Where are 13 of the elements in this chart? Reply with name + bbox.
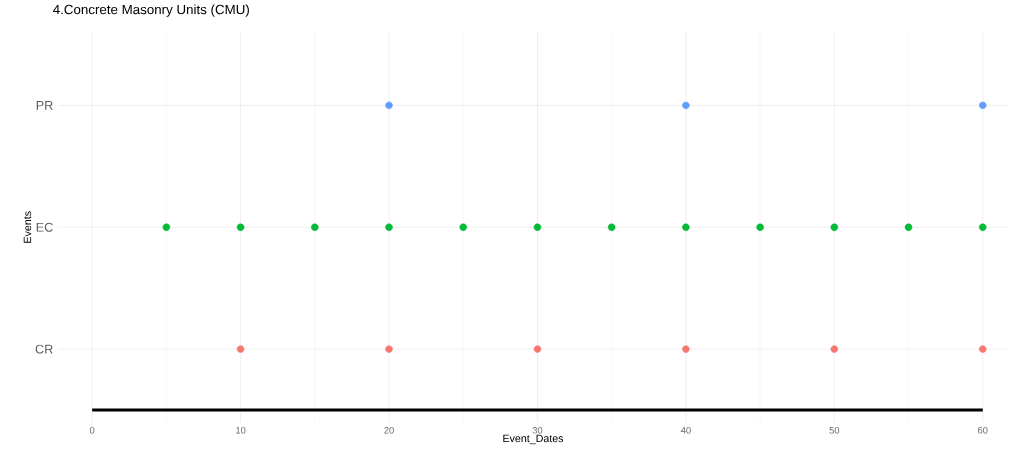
y-tick-label: PR [36,100,53,110]
x-axis-title: Event_Dates [503,434,564,445]
x-tick-label: 30 [532,426,543,434]
x-tick-label: 40 [680,426,691,434]
y-tick-label: EC [36,222,53,232]
x-tick-label: 10 [236,426,246,434]
x-tick-label: 50 [829,426,840,434]
x-tick-label: 20 [384,426,394,434]
y-tick-label: CR [35,344,53,354]
chart-title: 4.Concrete Masonry Units (CMU) [53,4,249,17]
x-tick-label: 60 [978,426,988,434]
x-tick-label: 0 [89,426,95,434]
y-axis-title: Events [23,211,32,243]
